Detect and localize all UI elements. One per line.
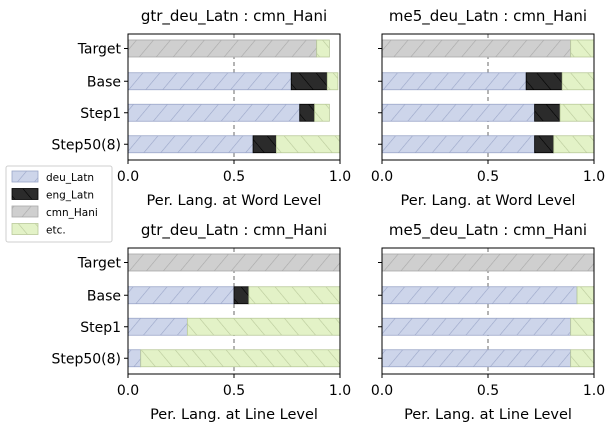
- x-tick-label: 0.5: [223, 169, 245, 185]
- x-tick-label: 1.0: [329, 383, 351, 399]
- bar-segment-etc-: [140, 349, 341, 368]
- y-tick-label: Step1: [80, 106, 121, 122]
- bar-segment-eng-latn: [534, 135, 555, 154]
- x-axis-label: Per. Lang. at Word Level: [147, 193, 322, 209]
- chart-title: gtr_deu_Latn : cmn_Hani: [141, 221, 327, 240]
- bar-segment-cmn-hani: [127, 39, 318, 58]
- chart-title: gtr_deu_Latn : cmn_Hani: [141, 7, 327, 26]
- x-tick-label: 0.0: [371, 383, 393, 399]
- bar-segment-eng-latn: [252, 135, 277, 154]
- bar-segment-cmn-hani: [381, 253, 595, 272]
- legend-swatch: [11, 205, 39, 218]
- bar-segment-etc-: [314, 103, 330, 122]
- bar-segment-deu-latn: [127, 103, 301, 122]
- bar-segment-cmn-hani: [381, 39, 572, 58]
- bar-segment-deu-latn: [381, 317, 572, 336]
- chart-panel-3: gtr_deu_Latn : cmn_Hani Target Base Step1 St…: [51, 221, 351, 423]
- chart-panel-1: gtr_deu_Latn : cmn_Hani Target Base Step1 St…: [51, 7, 351, 209]
- y-tick-label: Step50(8): [51, 137, 121, 153]
- bar-segment-etc-: [248, 286, 341, 305]
- bar-segment-etc-: [326, 72, 339, 91]
- bar-segment-deu-latn: [127, 349, 142, 368]
- x-axis-label: Per. Lang. at Line Level: [404, 407, 572, 423]
- bar-segment-etc-: [316, 39, 330, 58]
- legend-label: deu_Latn: [46, 172, 94, 184]
- bar-segment-deu-latn: [127, 72, 292, 91]
- x-tick-label: 0.5: [477, 383, 499, 399]
- x-tick-label: 0.5: [477, 169, 499, 185]
- x-tick-label: 0.0: [117, 169, 139, 185]
- bar-segment-etc-: [275, 135, 341, 154]
- x-tick-label: 0.0: [117, 383, 139, 399]
- y-tick-label: Base: [87, 288, 121, 304]
- x-axis-label: Per. Lang. at Line Level: [150, 407, 318, 423]
- y-tick-label: Target: [77, 255, 122, 271]
- bar-segment-etc-: [553, 135, 595, 154]
- bar-segment-deu-latn: [381, 72, 527, 91]
- bar-segment-deu-latn: [381, 135, 536, 154]
- y-tick-label: Base: [87, 74, 121, 90]
- legend: deu_Latn eng_Latn cmn_Hani etc.: [5, 165, 113, 243]
- bar-segment-eng-latn: [534, 103, 561, 122]
- bar-segment-etc-: [570, 317, 595, 336]
- x-tick-label: 1.0: [583, 169, 605, 185]
- bar-segment-deu-latn: [127, 286, 235, 305]
- legend-swatch: [11, 188, 39, 200]
- legend-box: [5, 165, 113, 243]
- bar-segment-etc-: [186, 317, 341, 336]
- legend-label: eng_Latn: [46, 190, 94, 202]
- chart-panels: gtr_deu_Latn : cmn_Hani Target Base Step1 St…: [51, 7, 605, 423]
- x-axis-label: Per. Lang. at Word Level: [401, 193, 576, 209]
- legend-label: cmn_Hani: [46, 207, 98, 219]
- bar-segment-eng-latn: [525, 72, 563, 91]
- x-tick-label: 0.0: [371, 169, 393, 185]
- bar-segment-etc-: [570, 39, 595, 58]
- bar-segment-etc-: [559, 103, 595, 122]
- bar-segment-deu-latn: [381, 103, 536, 122]
- chart-panel-2: me5_deu_Latn : cmn_Hani 0.0 0.5 1.0 Per. Lan…: [371, 7, 605, 209]
- bar-segment-deu-latn: [381, 286, 578, 305]
- y-tick-label: Step50(8): [51, 351, 121, 367]
- y-tick-label: Target: [77, 41, 122, 57]
- bar-segment-deu-latn: [127, 317, 188, 336]
- legend-swatch: [11, 223, 39, 235]
- bar-segment-deu-latn: [127, 135, 254, 154]
- x-tick-label: 0.5: [223, 383, 245, 399]
- chart-panel-4: me5_deu_Latn : cmn_Hani 0.0 0.5 1.0 Per. Lan…: [371, 221, 605, 423]
- chart-title: me5_deu_Latn : cmn_Hani: [389, 221, 587, 240]
- x-tick-label: 1.0: [583, 383, 605, 399]
- bar-segment-eng-latn: [290, 72, 328, 91]
- bar-segment-eng-latn: [233, 286, 250, 305]
- bar-segment-etc-: [570, 349, 595, 368]
- bar-segment-cmn-hani: [127, 253, 341, 272]
- bar-segment-deu-latn: [381, 349, 572, 368]
- bar-segment-eng-latn: [299, 103, 315, 122]
- bar-segment-etc-: [576, 286, 595, 305]
- x-tick-label: 1.0: [329, 169, 351, 185]
- y-tick-label: Step1: [80, 320, 121, 336]
- bar-segment-etc-: [561, 72, 595, 91]
- legend-swatch: [11, 170, 39, 183]
- chart-title: me5_deu_Latn : cmn_Hani: [389, 7, 587, 26]
- legend-label: etc.: [46, 225, 66, 237]
